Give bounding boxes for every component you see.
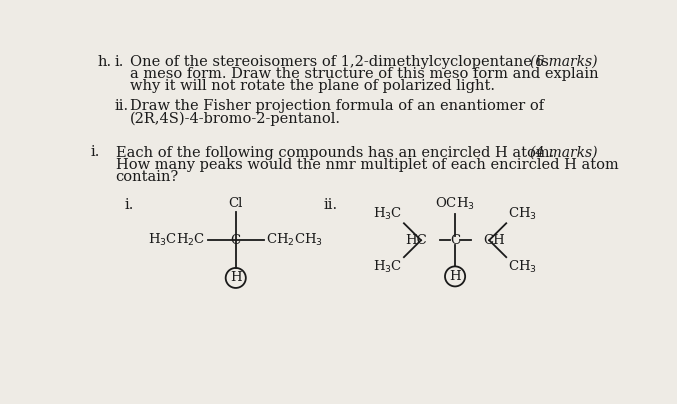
Text: (4 marks): (4 marks) (530, 145, 598, 160)
Text: (2R,4S)-4-bromo-2-pentanol.: (2R,4S)-4-bromo-2-pentanol. (129, 112, 341, 126)
Text: Each of the following compounds has an encircled H atom.: Each of the following compounds has an e… (116, 145, 554, 160)
Text: HC: HC (406, 234, 427, 247)
Text: i.: i. (114, 55, 123, 69)
Text: ii.: ii. (114, 99, 128, 113)
Text: CH: CH (483, 234, 505, 247)
Text: CH$_2$CH$_3$: CH$_2$CH$_3$ (266, 232, 323, 248)
Text: i.: i. (91, 145, 100, 160)
Text: H$_3$C: H$_3$C (373, 206, 402, 222)
Text: a meso form. Draw the structure of this meso form and explain: a meso form. Draw the structure of this … (129, 67, 598, 81)
Text: OCH$_3$: OCH$_3$ (435, 196, 475, 212)
Text: H$_3$CH$_2$C: H$_3$CH$_2$C (148, 232, 206, 248)
Text: i.: i. (125, 198, 134, 212)
Text: H: H (230, 271, 242, 284)
Text: ii.: ii. (324, 198, 337, 212)
Text: contain?: contain? (116, 170, 179, 184)
Text: H$_3$C: H$_3$C (373, 259, 402, 275)
Text: How many peaks would the nmr multiplet of each encircled H atom: How many peaks would the nmr multiplet o… (116, 158, 618, 172)
Text: H: H (450, 270, 461, 283)
Text: CH$_3$: CH$_3$ (508, 206, 537, 222)
Text: h.: h. (97, 55, 111, 69)
Text: Cl: Cl (229, 197, 243, 210)
Text: One of the stereoisomers of 1,2-dimethylcyclopentane is: One of the stereoisomers of 1,2-dimethyl… (129, 55, 548, 69)
Text: C: C (450, 234, 460, 247)
Text: CH$_3$: CH$_3$ (508, 259, 537, 275)
Text: Draw the Fisher projection formula of an enantiomer of: Draw the Fisher projection formula of an… (129, 99, 544, 113)
Text: (6 marks): (6 marks) (530, 55, 598, 69)
Text: why it will not rotate the plane of polarized light.: why it will not rotate the plane of pola… (129, 79, 495, 93)
Text: C: C (231, 234, 241, 247)
